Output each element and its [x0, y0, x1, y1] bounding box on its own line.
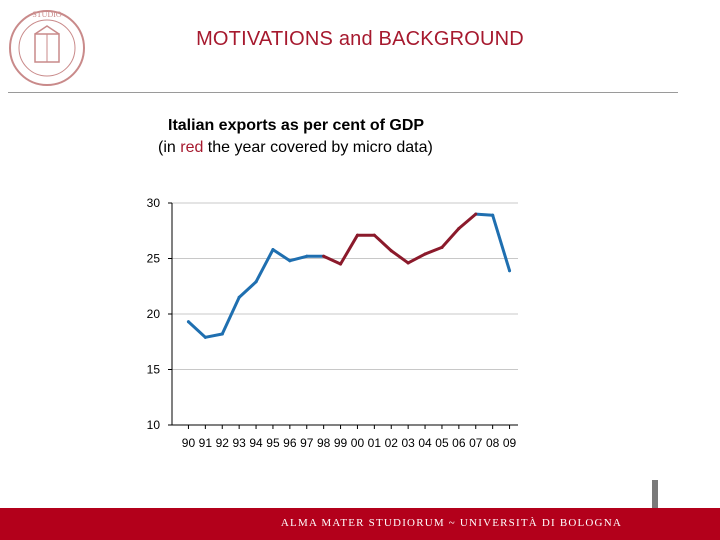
- data-point: [220, 332, 224, 336]
- data-point: [457, 227, 461, 231]
- series-segment-micro-data: [423, 245, 444, 256]
- university-seal-logo: STUDIO: [9, 10, 85, 86]
- slide-title: MOTIVATIONS and BACKGROUND: [196, 28, 524, 50]
- data-point: [203, 335, 207, 339]
- data-point: [186, 320, 190, 324]
- y-tick-label: 25: [147, 252, 161, 266]
- x-tick-label: 00: [351, 436, 365, 450]
- x-tick-label: 95: [266, 436, 280, 450]
- x-tick-label: 94: [249, 436, 263, 450]
- x-tick-label: 92: [216, 436, 230, 450]
- series-segment-micro-data: [440, 227, 461, 249]
- chart-subtitle: (in red the year covered by micro data): [158, 139, 433, 157]
- data-point: [271, 248, 275, 252]
- data-point: [508, 269, 512, 273]
- data-point: [254, 280, 258, 284]
- series-segment: [186, 320, 207, 339]
- x-tick-label: 93: [232, 436, 246, 450]
- data-point: [305, 254, 309, 258]
- data-point: [339, 262, 343, 266]
- y-tick-label: 30: [147, 196, 161, 210]
- series-segment-micro-data: [406, 252, 427, 265]
- data-point: [288, 259, 292, 263]
- x-tick-label: 04: [418, 436, 432, 450]
- data-point: [355, 233, 359, 237]
- data-point: [423, 252, 427, 256]
- subtitle-suffix: the year covered by micro data): [203, 139, 433, 156]
- data-point: [474, 212, 478, 216]
- data-point: [389, 249, 393, 253]
- footer-text: ALMA MATER STUDIORUM ~ UNIVERSITÀ DI BOL…: [280, 517, 622, 529]
- x-tick-label: 09: [503, 436, 517, 450]
- series-segment-micro-data: [339, 233, 359, 266]
- x-tick-label: 96: [283, 436, 297, 450]
- title-divider: [8, 92, 678, 93]
- x-tick-label: 97: [300, 436, 314, 450]
- y-tick-label: 20: [147, 307, 161, 321]
- series-segment: [491, 213, 512, 273]
- series-segment: [254, 248, 275, 284]
- x-tick-label: 98: [317, 436, 331, 450]
- y-tick-label: 15: [147, 363, 161, 377]
- svg-text:STUDIO: STUDIO: [32, 10, 62, 19]
- x-tick-label: 05: [435, 436, 449, 450]
- series-segment-micro-data: [389, 249, 410, 265]
- data-point: [491, 213, 495, 217]
- x-tick-label: 07: [469, 436, 483, 450]
- series-segment: [474, 212, 495, 217]
- x-tick-label: 02: [385, 436, 399, 450]
- footer-divider-mark: [652, 480, 658, 532]
- y-tick-label: 10: [147, 418, 161, 432]
- x-tick-label: 99: [334, 436, 348, 450]
- data-point: [406, 261, 410, 265]
- series-segment: [288, 254, 309, 263]
- subtitle-prefix: (in: [158, 139, 181, 156]
- series-segment-micro-data: [457, 212, 478, 231]
- series-segment: [220, 295, 241, 336]
- subtitle-highlight: red: [180, 139, 204, 156]
- x-tick-label: 08: [486, 436, 500, 450]
- series-segment: [203, 332, 224, 339]
- series-segment-micro-data: [372, 233, 393, 253]
- footer-bar: ALMA MATER STUDIORUM ~ UNIVERSITÀ DI BOL…: [0, 508, 720, 540]
- data-point: [440, 245, 444, 249]
- x-tick-label: 91: [199, 436, 213, 450]
- series-segment: [271, 248, 292, 263]
- data-point: [237, 295, 241, 299]
- x-tick-label: 90: [182, 436, 196, 450]
- exports-line-chart: 10 15 20 25 30 90 91 92 93 94 95 96 97 98 99 00 01 02 03 04…: [147, 196, 518, 450]
- series-segment-micro-data: [322, 254, 343, 266]
- data-point: [322, 254, 326, 258]
- x-tick-label: 03: [401, 436, 415, 450]
- data-point: [372, 233, 376, 237]
- series-segment: [237, 280, 258, 299]
- x-tick-label: 01: [368, 436, 382, 450]
- chart-title: Italian exports as per cent of GDP: [168, 117, 425, 134]
- x-tick-label: 06: [452, 436, 466, 450]
